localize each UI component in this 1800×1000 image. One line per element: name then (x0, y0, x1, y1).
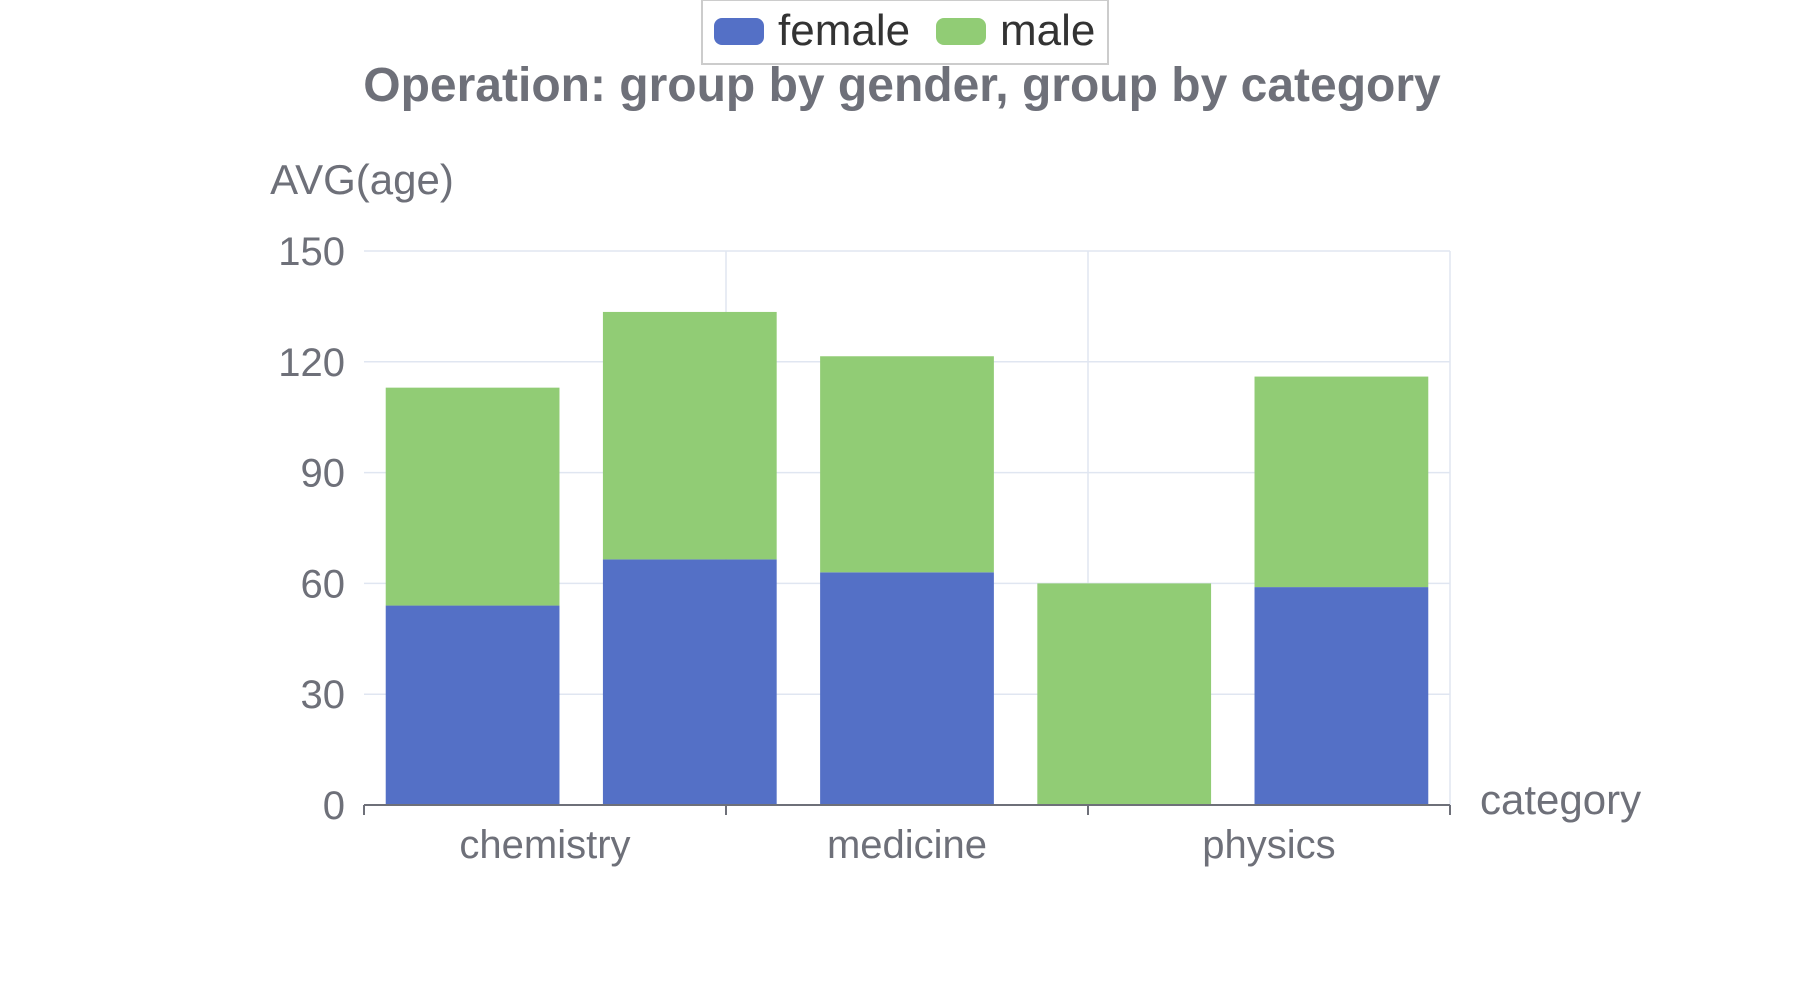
legend[interactable]: female male (701, 0, 1109, 65)
y-tick-label: 60 (301, 562, 346, 606)
bar-female (385, 605, 560, 805)
x-tick-label: medicine (827, 823, 987, 867)
axes: 0 30 60 90 120 150 chemistry medicine physics (278, 230, 1451, 867)
y-axis-title: AVG(age) (270, 156, 454, 203)
bar-male (1254, 376, 1429, 588)
legend-swatch-male (936, 18, 986, 45)
y-tick-label: 90 (301, 452, 346, 496)
bar-female (820, 572, 994, 805)
y-tick-label: 150 (278, 230, 345, 274)
legend-box (701, 0, 1109, 65)
x-tick-label: physics (1202, 823, 1335, 867)
bar-male (385, 387, 560, 606)
y-tick-label: 30 (301, 673, 346, 717)
bar-male (602, 311, 777, 560)
chart-title: Operation: group by gender, group by cat… (363, 59, 1441, 112)
x-axis-title: category (1480, 776, 1641, 823)
bars (385, 311, 1429, 805)
y-tick-label: 0 (323, 784, 345, 828)
x-tick-label: chemistry (459, 823, 630, 867)
bar-female (1254, 587, 1429, 805)
bar-female (602, 559, 777, 805)
legend-label-female: female (778, 6, 910, 55)
legend-label-male: male (1000, 6, 1095, 55)
legend-swatch-female (714, 18, 764, 45)
y-tick-label: 120 (278, 341, 345, 385)
bar-male (820, 356, 994, 573)
bar-male (1037, 583, 1212, 805)
